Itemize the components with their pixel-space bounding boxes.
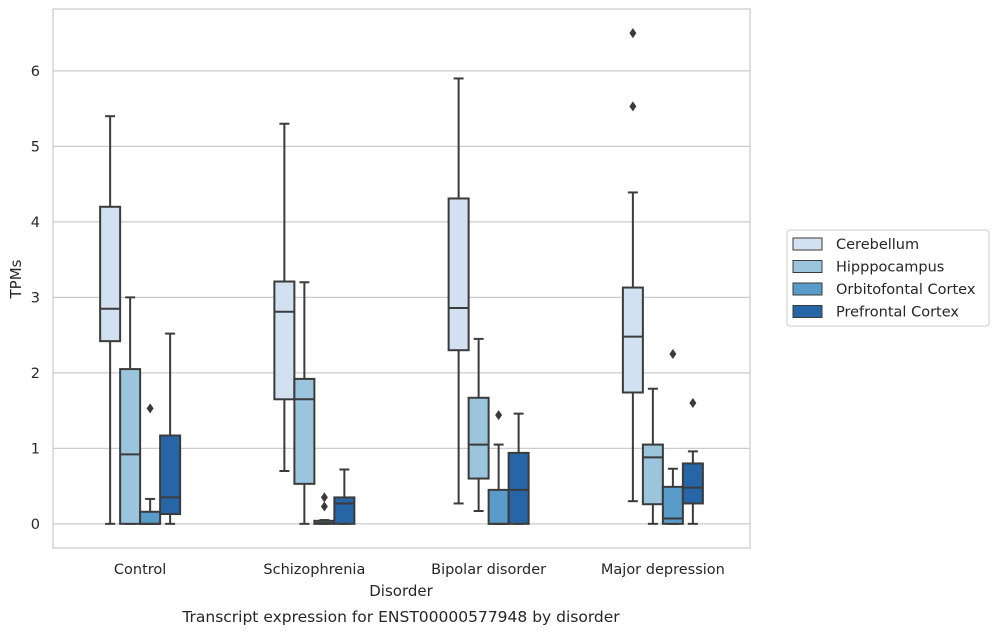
box-iqr — [333, 496, 356, 525]
outlier-point — [495, 410, 503, 421]
y-tick-label: 2 — [31, 366, 40, 382]
box-iqr — [119, 368, 142, 525]
box-group — [159, 332, 182, 525]
x-tick-labels: Control Schizophrenia Bipolar disorder Majo… — [114, 562, 725, 578]
y-tick-label: 3 — [31, 290, 40, 306]
box-group — [447, 77, 470, 505]
y-tick-labels: 0 1 2 3 4 5 6 — [31, 64, 40, 533]
box-iqr — [293, 377, 316, 485]
box-iqr — [507, 451, 530, 525]
legend-swatch — [792, 237, 823, 251]
box-group — [333, 468, 356, 525]
x-tick-label: Bipolar disorder — [431, 562, 546, 578]
outlier-point — [669, 348, 677, 359]
y-tick-label: 5 — [31, 139, 40, 155]
legend-swatch — [792, 260, 823, 273]
box-group — [681, 398, 704, 525]
box-group — [119, 296, 142, 525]
x-tick-label: Control — [114, 562, 166, 578]
box-iqr — [139, 510, 162, 525]
box-iqr — [621, 286, 644, 394]
box-group — [313, 492, 336, 525]
legend-swatch — [792, 305, 823, 318]
y-axis-label: TPMs — [7, 259, 25, 299]
x-tick-label: Major depression — [601, 562, 725, 578]
box-group — [641, 387, 664, 525]
legend-label: Hipppocampus — [836, 260, 944, 276]
box-group — [99, 115, 122, 525]
plot-frame — [52, 8, 751, 549]
box-layer — [99, 28, 704, 525]
box-group — [487, 410, 510, 525]
box-group — [661, 348, 684, 525]
box-group — [621, 28, 644, 503]
legend-swatch — [792, 282, 823, 296]
x-tick-label: Schizophrenia — [263, 562, 365, 578]
outlier-point — [146, 403, 154, 414]
legend-label: Cerebellum — [836, 237, 919, 253]
y-tick-label: 0 — [31, 517, 40, 533]
outlier-point — [320, 501, 328, 512]
legend-label: Prefrontal Cortex — [836, 305, 959, 321]
box-group — [273, 122, 296, 472]
box-iqr — [661, 485, 684, 525]
y-tick-label: 4 — [31, 215, 40, 231]
box-iqr — [159, 434, 182, 516]
box-group — [139, 403, 162, 525]
outlier-point — [629, 101, 637, 112]
y-tick-label: 6 — [31, 64, 40, 80]
box-iqr — [99, 205, 122, 343]
outlier-point — [320, 492, 328, 503]
box-group — [293, 281, 316, 525]
box-group — [507, 412, 530, 525]
box-iqr — [681, 462, 704, 505]
outlier-point — [689, 398, 697, 409]
box-iqr — [273, 280, 296, 401]
box-iqr — [641, 443, 664, 506]
box-iqr — [447, 197, 470, 352]
chart-title: Transcript expression for ENST0000057794… — [181, 608, 620, 626]
outlier-point — [629, 28, 637, 39]
box-iqr — [467, 396, 490, 480]
box-group — [467, 337, 490, 513]
legend-label: Orbitofontal Cortex — [836, 282, 976, 298]
x-axis-label: Disorder — [369, 582, 433, 600]
legend: Cerebellum Hipppocampus Orbitofontal Corte… — [786, 229, 990, 327]
legend-frame — [786, 229, 990, 327]
y-tick-label: 1 — [31, 441, 40, 457]
box-iqr — [487, 488, 510, 525]
